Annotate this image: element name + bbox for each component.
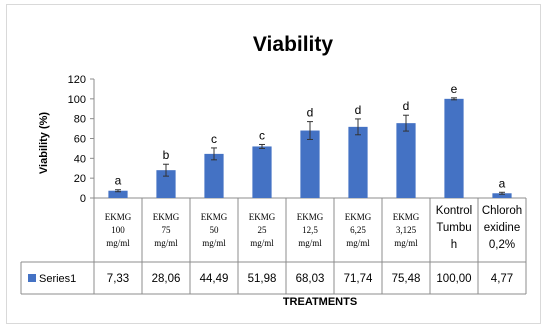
category-label-line: mg/ml bbox=[346, 238, 370, 248]
category-label-line: 25 bbox=[258, 225, 268, 235]
category-label-line: mg/ml bbox=[202, 238, 226, 248]
viability-chart: Viability Viability (%) TREATMENTS 0 20 40… bbox=[20, 33, 527, 308]
bar bbox=[204, 153, 224, 198]
y-tick-label: 20 bbox=[74, 173, 86, 185]
plot-area: 0 20 40 60 80 100 120 Series1 a EKMG 100 mg/ml 7,33 b… bbox=[20, 74, 527, 295]
category-label-line: mg/ml bbox=[154, 238, 178, 248]
category-label-line: Kontrol bbox=[436, 205, 472, 217]
category-label-line: EKMG bbox=[297, 212, 324, 222]
category-label-line: mg/ml bbox=[250, 238, 274, 248]
category-label-line: h bbox=[451, 239, 457, 251]
category-label-line: 75 bbox=[162, 225, 172, 235]
data-value-label: 100,00 bbox=[436, 273, 471, 285]
category-label-line: 3,125 bbox=[396, 225, 417, 235]
bar bbox=[396, 123, 416, 198]
y-tick-label: 100 bbox=[68, 94, 86, 106]
y-tick-label: 60 bbox=[74, 134, 86, 146]
data-value-label: 51,98 bbox=[248, 273, 277, 285]
significance-letter: d bbox=[307, 106, 314, 120]
category-label-line: mg/ml bbox=[106, 238, 130, 248]
category-label-line: 12,5 bbox=[302, 225, 318, 235]
legend-swatch bbox=[28, 274, 36, 282]
y-axis-label: Viability (%) bbox=[38, 112, 50, 174]
data-value-label: 71,74 bbox=[344, 273, 373, 285]
significance-letter: a bbox=[115, 174, 122, 188]
bar bbox=[492, 193, 512, 198]
category-label-line: 100 bbox=[111, 225, 125, 235]
category-label-line: EKMG bbox=[249, 212, 276, 222]
category-label-line: EKMG bbox=[153, 212, 180, 222]
category-label-line: Chloroh bbox=[482, 205, 522, 217]
bar bbox=[300, 130, 320, 198]
y-tick-label: 120 bbox=[68, 74, 86, 86]
y-tick-label: 80 bbox=[74, 114, 86, 126]
y-tick-label: 0 bbox=[80, 193, 86, 205]
category-label-line: 6,25 bbox=[350, 225, 366, 235]
chart-title: Viability bbox=[253, 33, 333, 56]
bar bbox=[252, 146, 272, 198]
significance-letter: c bbox=[259, 128, 265, 142]
category-label-line: mg/ml bbox=[394, 238, 418, 248]
bar bbox=[156, 170, 176, 198]
category-label-line: EKMG bbox=[345, 212, 372, 222]
data-value-label: 68,03 bbox=[296, 273, 325, 285]
bar bbox=[444, 98, 464, 198]
category-label-line: 0,2% bbox=[489, 239, 515, 251]
data-value-label: 7,33 bbox=[107, 273, 129, 285]
chart-frame: Viability Viability (%) TREATMENTS 0 20 40… bbox=[6, 4, 541, 324]
significance-letter: a bbox=[499, 176, 506, 190]
significance-letter: d bbox=[403, 99, 410, 113]
category-label-line: Tumbu bbox=[436, 222, 471, 234]
category-label-line: EKMG bbox=[105, 212, 132, 222]
bar bbox=[108, 190, 128, 198]
significance-letter: d bbox=[355, 103, 362, 117]
bar bbox=[348, 126, 368, 198]
data-value-label: 75,48 bbox=[392, 273, 421, 285]
category-label-line: mg/ml bbox=[298, 238, 322, 248]
data-value-label: 44,49 bbox=[200, 273, 229, 285]
significance-letter: b bbox=[163, 148, 170, 162]
data-value-label: 28,06 bbox=[152, 273, 181, 285]
category-label-line: exidine bbox=[484, 222, 520, 234]
x-axis-label: TREATMENTS bbox=[283, 296, 357, 308]
significance-letter: c bbox=[211, 132, 217, 146]
y-tick-label: 40 bbox=[74, 153, 86, 165]
category-label-line: EKMG bbox=[201, 212, 228, 222]
data-value-label: 4,77 bbox=[491, 273, 513, 285]
legend-series-name: Series1 bbox=[39, 273, 76, 285]
significance-letter: e bbox=[451, 82, 458, 96]
category-label-line: 50 bbox=[210, 225, 220, 235]
category-label-line: EKMG bbox=[393, 212, 420, 222]
